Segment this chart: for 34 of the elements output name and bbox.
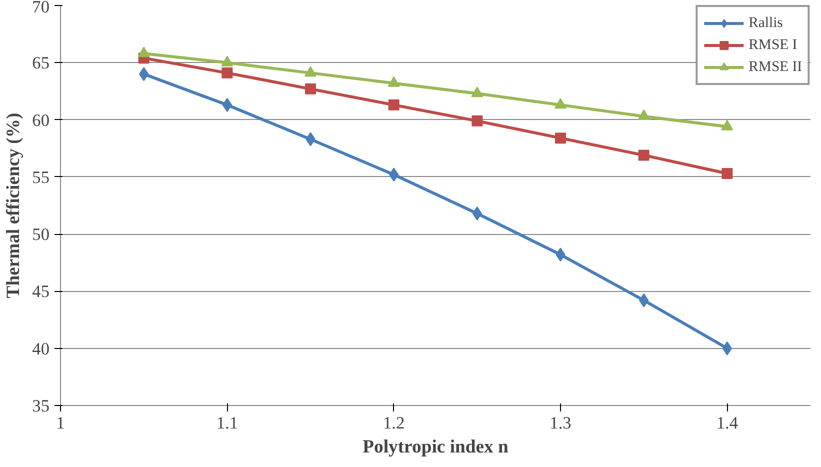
point [638, 110, 650, 120]
point [221, 56, 234, 66]
y-tick-label: 60 [32, 110, 50, 130]
point [638, 150, 650, 161]
x-tick-label: 1.2 [383, 414, 405, 432]
x-tick-label: 1.4 [716, 414, 738, 432]
y-tick-label: 40 [32, 339, 50, 358]
x-tick-label: 1.1 [216, 414, 238, 432]
x-tick-label: 1 [56, 414, 65, 432]
x-axis-title: Polytropic index n [362, 436, 510, 458]
legend-label: RMSE II [748, 58, 802, 76]
y-tick-label: 65 [32, 54, 50, 73]
point [555, 132, 566, 144]
point [388, 99, 400, 110]
point [472, 206, 482, 220]
point [722, 168, 733, 179]
point [471, 86, 484, 98]
point [472, 115, 483, 126]
y-tick-label: 55 [32, 168, 50, 187]
y-axis-title: Thermal efficiency (%) [3, 112, 24, 298]
legend-label: Rallis [748, 14, 783, 32]
legend-label: RMSE I [748, 36, 798, 54]
y-tick-label: 35 [32, 396, 50, 416]
point [222, 67, 233, 78]
point [304, 66, 316, 77]
point [554, 98, 566, 109]
point [138, 46, 150, 58]
y-tick-label: 50 [32, 225, 50, 244]
x-tick-label: 1.3 [550, 414, 572, 432]
point [721, 120, 734, 130]
y-tick-label: 45 [32, 282, 50, 302]
point [305, 83, 316, 94]
point [388, 76, 400, 87]
y-tick-label: 70 [32, 0, 50, 16]
